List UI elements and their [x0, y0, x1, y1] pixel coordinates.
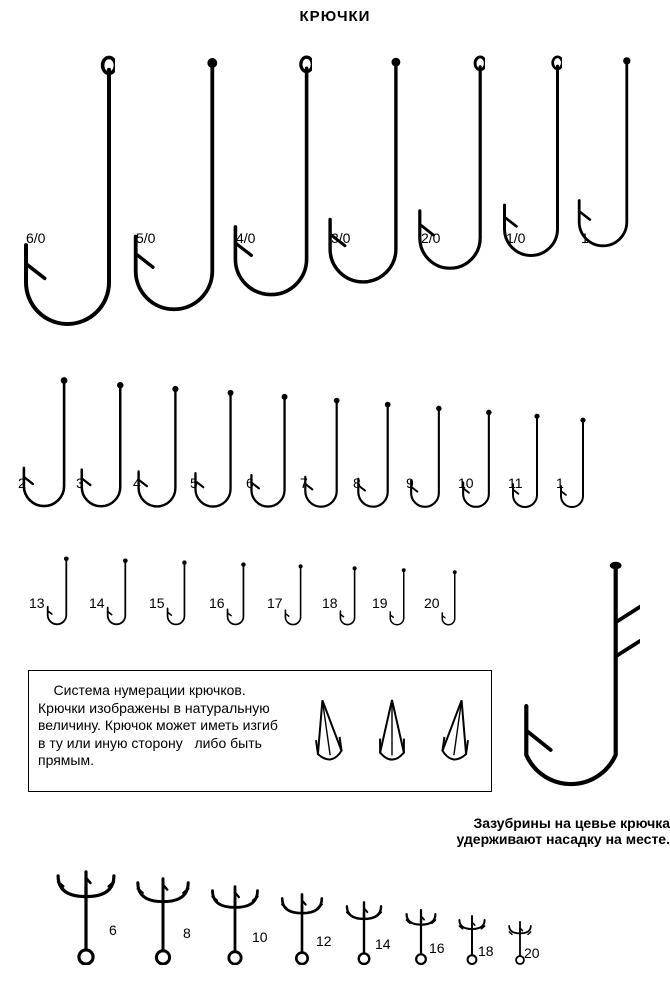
row2-hook-8 [355, 400, 391, 510]
row1-hook-6/0 [20, 55, 115, 330]
row1-label-2/0: 2/0 [421, 230, 440, 246]
hook-point-sample-1 [375, 698, 409, 773]
row2-hook-7 [302, 396, 340, 510]
row2-hook-10 [460, 408, 492, 510]
row3-hook-19 [388, 567, 406, 627]
row1-label-6/0: 6/0 [26, 230, 45, 246]
row2-label-2: 2 [18, 475, 26, 491]
row1-label-5/0: 5/0 [136, 230, 155, 246]
row1-hook-4/0 [230, 55, 312, 300]
treble-hook-10 [210, 885, 260, 970]
row3-hook-18 [338, 565, 357, 627]
row2-hook-4 [135, 384, 179, 510]
row2-label-6: 6 [246, 475, 254, 491]
row2-hook-9 [408, 404, 442, 510]
treble-label-12: 12 [316, 933, 332, 949]
row3-label-18: 18 [322, 595, 338, 611]
barbed-shank-caption: Зазубрины на цевье крючка удерживают нас… [435, 815, 670, 847]
row1-label-3/0: 3/0 [331, 230, 350, 246]
row2-label-4: 4 [133, 475, 141, 491]
row3-label-17: 17 [267, 595, 283, 611]
hook-point-sample-0 [310, 698, 344, 773]
row2-hook-1 [558, 416, 586, 510]
treble-label-8: 8 [183, 925, 191, 941]
row2-hook-2 [20, 375, 68, 510]
treble-label-6: 6 [109, 922, 117, 938]
row3-label-19: 19 [372, 595, 388, 611]
row2-hook-11 [510, 412, 540, 510]
row3-hook-17 [283, 563, 303, 627]
row2-label-9: 9 [406, 475, 414, 491]
treble-label-18: 18 [478, 943, 494, 959]
row3-label-15: 15 [149, 595, 165, 611]
row1-label-1: 1 [581, 230, 589, 246]
row2-label-8: 8 [353, 475, 361, 491]
row3-label-20: 20 [424, 595, 440, 611]
row2-label-10: 10 [458, 475, 474, 491]
row2-label-3: 3 [76, 475, 84, 491]
row1-label-4/0: 4/0 [236, 230, 255, 246]
row2-hook-5 [192, 388, 234, 510]
treble-hook-12 [280, 893, 324, 970]
row2-hook-6 [248, 392, 288, 510]
page-title: КРЮЧКИ [0, 8, 670, 25]
row3-hook-20 [440, 569, 457, 627]
row2-label-5: 5 [190, 475, 198, 491]
row3-label-13: 13 [29, 595, 45, 611]
info-box-text: Система нумерации крючков. Крючки изобра… [38, 682, 308, 770]
row2-label-11: 11 [508, 475, 523, 491]
treble-label-20: 20 [524, 945, 540, 961]
barbed-shank-hook [520, 555, 640, 810]
row1-hook-5/0 [130, 55, 218, 315]
row3-hook-13 [45, 555, 69, 627]
row1-label-1/0: 1/0 [506, 230, 525, 246]
treble-hook-8 [135, 877, 191, 970]
hook-point-sample-2 [440, 698, 474, 773]
row3-label-16: 16 [209, 595, 225, 611]
row1-hook-3/0 [325, 55, 401, 287]
row2-hook-3 [78, 380, 124, 510]
treble-label-16: 16 [429, 940, 445, 956]
row3-hook-14 [105, 557, 128, 627]
treble-label-14: 14 [375, 936, 391, 952]
row2-label-1: 1 [556, 475, 564, 491]
row2-label-7: 7 [300, 475, 308, 491]
treble-hook-6 [55, 870, 117, 970]
row3-hook-16 [225, 561, 246, 627]
treble-label-10: 10 [252, 929, 268, 945]
row3-label-14: 14 [89, 595, 105, 611]
row3-hook-15 [165, 559, 187, 627]
row1-hook-1 [575, 55, 631, 250]
